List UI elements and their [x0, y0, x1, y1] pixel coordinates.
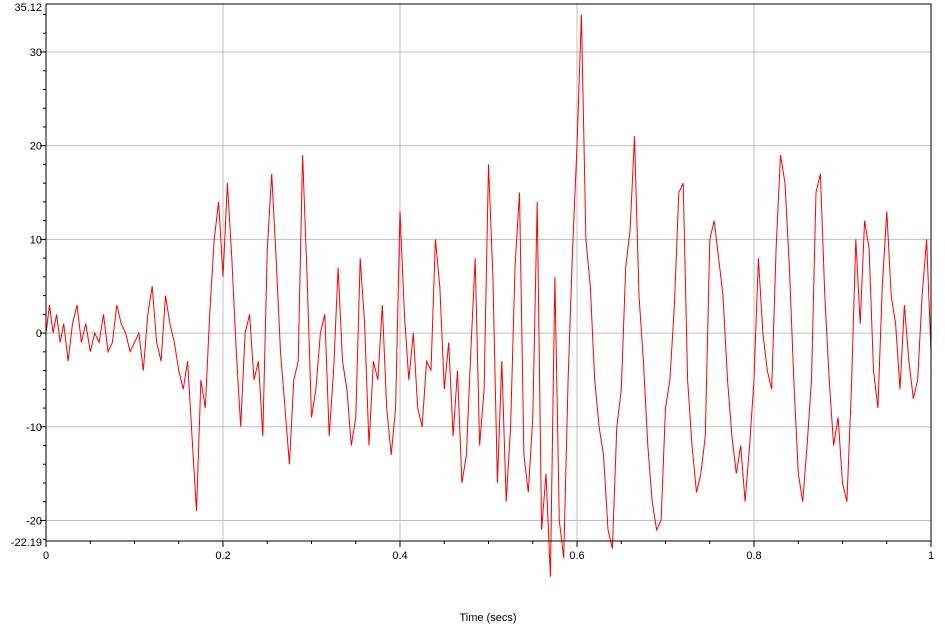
y-axis-ticks: 30 20 10 0 -10 -20	[26, 13, 46, 540]
x-tick-label: 0.6	[569, 550, 584, 562]
x-tick-label: 0.8	[746, 550, 761, 562]
plot-background	[46, 4, 931, 541]
y-tick-label: -20	[26, 515, 42, 527]
y-tick-label: 10	[30, 234, 42, 246]
x-axis-ticks: 0 0.2 0.4 0.6 0.8 1	[43, 541, 934, 562]
x-tick-label: 0.2	[215, 550, 230, 562]
grid-lines	[46, 4, 931, 541]
x-tick-label: 1	[928, 550, 934, 562]
x-tick-label: 0.4	[392, 550, 407, 562]
x-tick-label: 0	[43, 550, 49, 562]
y-max-label: 35.12	[14, 2, 42, 14]
x-axis-title: Time (secs)	[459, 612, 516, 624]
y-tick-label: -10	[26, 422, 42, 434]
y-min-label: -22.19	[11, 537, 42, 549]
y-tick-label: 0	[36, 328, 42, 340]
series-layer	[45, 14, 932, 577]
y-tick-label: 30	[30, 47, 42, 59]
series-line	[45, 14, 932, 577]
y-tick-label: 20	[30, 141, 42, 153]
